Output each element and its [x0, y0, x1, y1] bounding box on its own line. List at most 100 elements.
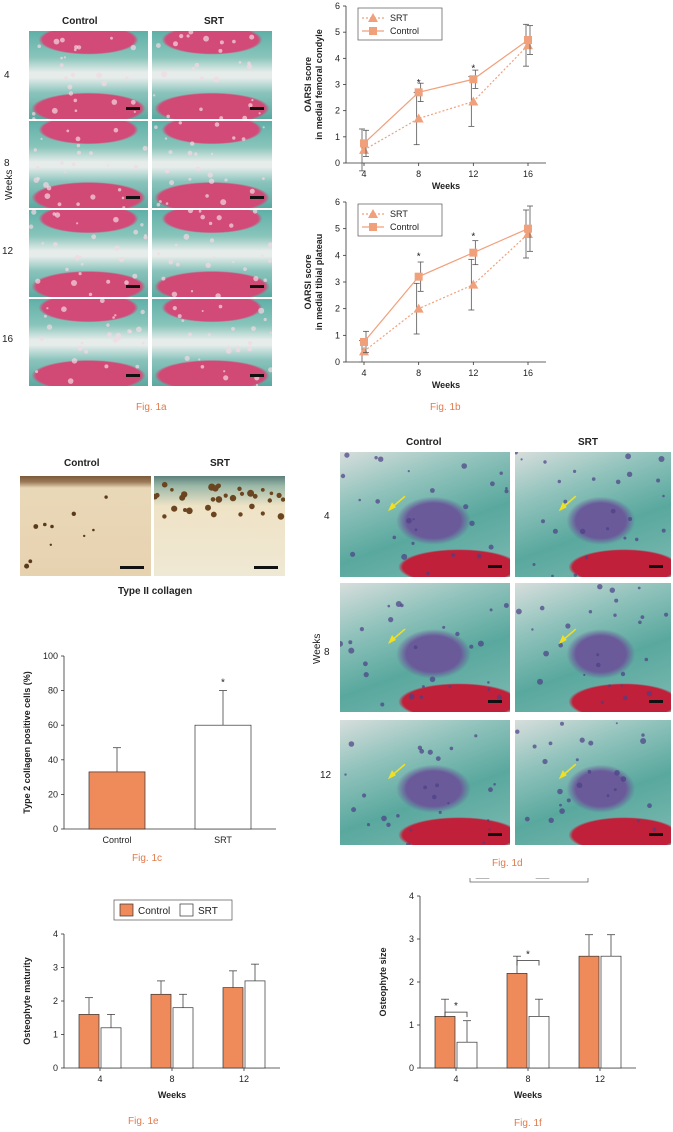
cell	[499, 471, 503, 475]
cell	[430, 488, 435, 493]
cell	[613, 613, 617, 617]
stained-nucleus	[215, 496, 223, 503]
cell	[268, 367, 272, 373]
cell	[340, 640, 343, 647]
fig1e-caption: Fig. 1e	[128, 1116, 159, 1127]
cell	[388, 617, 394, 623]
fig1b-caption: Fig. 1b	[430, 402, 461, 413]
cell	[524, 816, 530, 822]
x-tick-label: 12	[468, 368, 478, 378]
stained-nucleus	[49, 543, 52, 546]
cell	[615, 479, 621, 485]
cell	[374, 456, 378, 460]
cell	[201, 310, 204, 312]
cell	[223, 370, 226, 373]
cell	[263, 317, 267, 322]
cell	[44, 193, 51, 199]
cell	[375, 499, 380, 504]
cell	[112, 316, 115, 319]
cell	[164, 137, 168, 140]
cell	[419, 748, 425, 754]
cell	[107, 164, 110, 167]
cell	[64, 171, 67, 174]
cell	[664, 612, 669, 617]
cell	[53, 242, 58, 247]
collagen-srt-image	[154, 476, 285, 576]
stained-nucleus	[269, 491, 274, 496]
cell	[194, 152, 198, 156]
cell	[392, 535, 397, 540]
stained-nucleus	[252, 493, 258, 499]
cell	[124, 280, 129, 285]
cell	[401, 553, 408, 560]
cell	[77, 45, 82, 50]
y-tick-label: 4	[409, 891, 414, 901]
cell	[110, 36, 113, 40]
cell	[344, 773, 347, 776]
cell	[537, 678, 543, 685]
fig1a-image-control	[29, 121, 148, 208]
fig1d-image-control	[340, 452, 510, 577]
cell	[224, 178, 228, 182]
cell	[251, 99, 254, 102]
cell	[54, 212, 61, 218]
fig1a-weeks-label: Weeks	[4, 169, 15, 200]
cell	[579, 737, 585, 743]
x-tick-label: 12	[239, 1074, 249, 1084]
stained-nucleus	[71, 511, 76, 516]
cell	[531, 628, 534, 631]
cell	[255, 383, 259, 386]
cell	[216, 215, 222, 221]
cell	[106, 323, 110, 327]
y-tick-label: 4	[335, 250, 340, 260]
cell	[238, 61, 242, 64]
scale-bar	[250, 374, 264, 377]
scale-bar	[254, 566, 278, 569]
cell	[363, 672, 369, 678]
marker-srt	[523, 229, 533, 238]
stained-nucleus	[210, 511, 217, 518]
cell	[177, 314, 182, 319]
cell	[348, 741, 355, 747]
cell	[661, 528, 666, 533]
cell	[488, 828, 491, 831]
cell	[396, 814, 400, 818]
y-tick-label: 2	[53, 996, 58, 1006]
cell	[35, 278, 41, 284]
cell	[188, 177, 192, 181]
cell	[620, 776, 627, 782]
bar	[194, 724, 252, 830]
bar	[150, 993, 172, 1069]
cell	[662, 494, 665, 498]
y-tick-label: 3	[53, 963, 58, 973]
fig1d-col-srt: SRT	[578, 437, 598, 448]
series-line-srt	[363, 44, 529, 151]
cell	[427, 749, 433, 755]
stained-nucleus	[92, 528, 95, 532]
cell	[141, 341, 145, 345]
fig1d-row-12: 12	[320, 770, 332, 781]
fig1f-caption: Fig. 1f	[514, 1118, 542, 1129]
cell	[490, 481, 495, 487]
scale-bar	[649, 565, 663, 568]
cell	[61, 306, 67, 312]
legend	[469, 878, 589, 883]
cell	[175, 262, 180, 267]
fig1a-row-4: 4	[4, 70, 10, 81]
stained-nucleus	[161, 481, 168, 488]
scale-bar	[126, 107, 140, 110]
significance-bracket	[516, 960, 540, 966]
cell	[132, 273, 138, 279]
cell	[647, 803, 652, 809]
cell	[640, 738, 647, 744]
fig1d-weeks-label: Weeks	[312, 633, 323, 664]
y-axis-label: Osteophyte size	[378, 947, 388, 1016]
cell	[29, 224, 34, 229]
cell	[51, 107, 58, 114]
cell	[542, 758, 548, 765]
bar	[244, 980, 266, 1069]
legend-swatch	[119, 903, 134, 917]
cell	[515, 729, 520, 734]
cell	[620, 684, 623, 687]
